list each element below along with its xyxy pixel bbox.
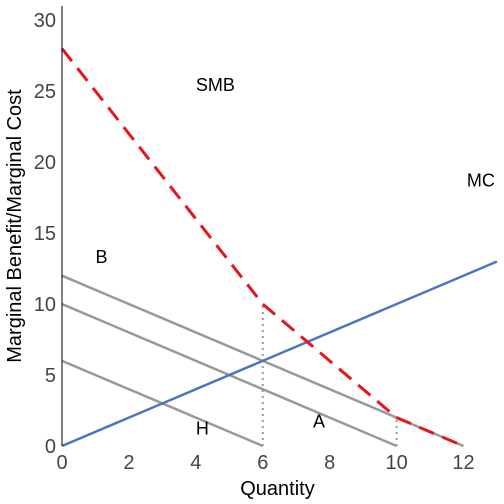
y-axis-title: Marginal Benefit/Marginal Cost [4, 89, 26, 363]
y-tick-label-30: 30 [34, 10, 56, 32]
x-axis-title: Quantity [240, 478, 314, 500]
y-tick-label-20: 20 [34, 152, 56, 174]
x-tick-label-8: 8 [324, 452, 335, 474]
y-tick-label-5: 5 [45, 365, 56, 387]
series-line-mc [61, 260, 498, 448]
y-tick-label-25: 25 [34, 81, 56, 103]
ticks: 0 2 4 6 8 10 12 0 5 10 15 20 25 30 [34, 10, 475, 474]
x-tick-label-6: 6 [257, 452, 268, 474]
plot-area: SMB MC B A H [60, 47, 498, 448]
y-tick-label-10: 10 [34, 294, 56, 316]
x-tick-label-4: 4 [190, 452, 201, 474]
series-line-smb [60, 47, 465, 448]
x-tick-label-2: 2 [123, 452, 134, 474]
y-tick-label-15: 15 [34, 223, 56, 245]
x-tick-label-10: 10 [385, 452, 407, 474]
x-tick-label-12: 12 [452, 452, 474, 474]
annotation-h: H [196, 419, 209, 439]
annotation-mc: MC [467, 170, 495, 190]
annotation-a: A [313, 412, 325, 432]
x-tick-label-0: 0 [56, 452, 67, 474]
annotation-b: B [95, 247, 107, 267]
y-tick-label-0: 0 [45, 436, 56, 458]
annotation-smb: SMB [196, 75, 235, 95]
